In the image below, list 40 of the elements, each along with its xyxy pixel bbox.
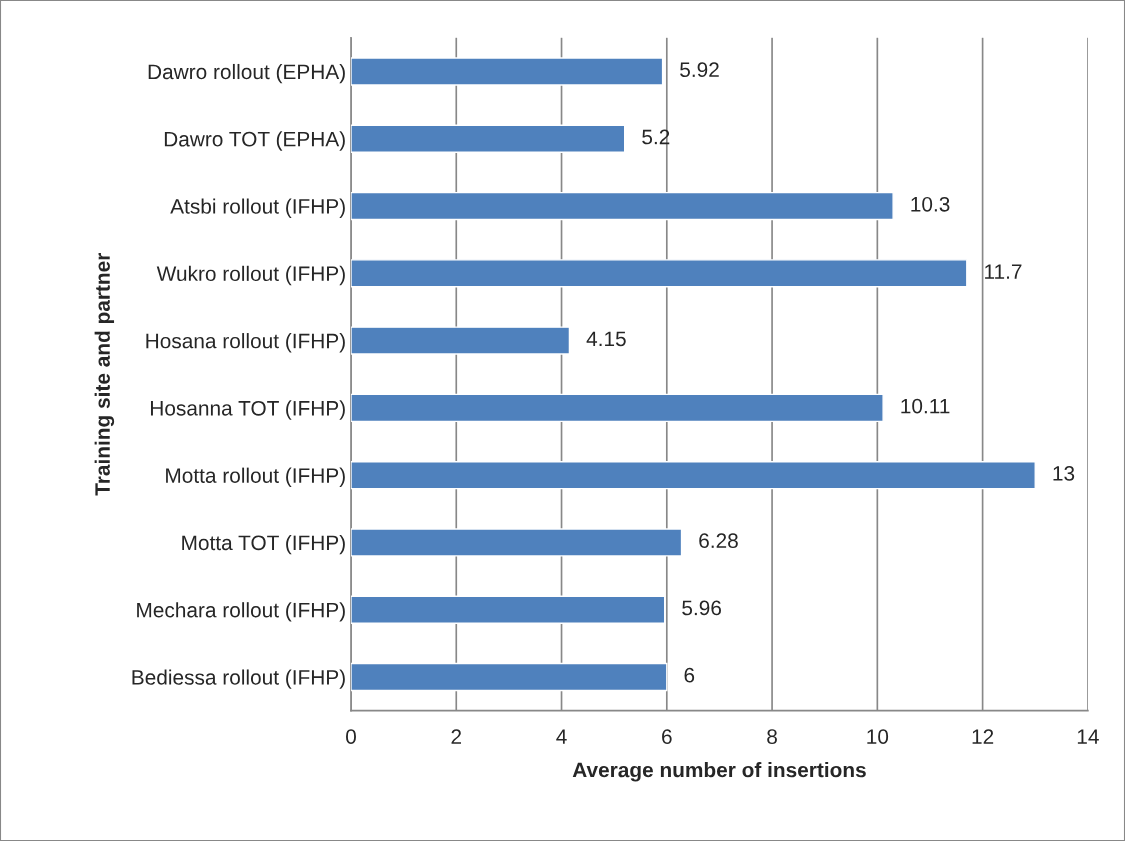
x-tick-label: 0 — [346, 729, 356, 744]
bar — [351, 259, 968, 288]
data-label: 5.96 — [682, 600, 721, 616]
y-tick-label: Bediessa rollout (IFHP) — [132, 669, 345, 689]
y-tick-label: Wukro rollout (IFHP) — [156, 265, 345, 286]
y-tick-label: Hosanna TOT (IFHP) — [151, 400, 345, 420]
y-axis-title: Training site and partner — [94, 253, 115, 496]
bar — [351, 124, 626, 153]
x-tick-label: 12 — [972, 729, 994, 744]
bar — [351, 461, 1036, 490]
data-label: 6.28 — [699, 533, 738, 549]
data-label: 4.15 — [586, 331, 626, 347]
x-tick-label: 4 — [556, 729, 567, 744]
data-label: 10.3 — [911, 196, 950, 212]
x-tick-label: 10 — [867, 729, 889, 744]
y-tick-label: Mechara rollout (IFHP) — [137, 602, 345, 622]
bar — [351, 662, 668, 692]
bar — [351, 528, 683, 557]
bar — [351, 57, 664, 86]
x-tick-label: 6 — [662, 729, 672, 744]
y-tick-label: Hosana rollout (IFHP) — [146, 333, 345, 353]
data-label: 5.2 — [642, 129, 670, 145]
x-tick-label: 14 — [1077, 729, 1099, 744]
data-label: 10.11 — [901, 398, 950, 414]
y-tick-label: Dawro TOT (EPHA) — [164, 131, 345, 151]
bar — [351, 393, 884, 423]
data-label: 11.7 — [985, 264, 1022, 279]
y-tick-label: Atsbi rollout (IFHP) — [170, 198, 345, 218]
data-label: 6 — [684, 667, 695, 683]
y-tick-label: Motta rollout (IFHP) — [166, 467, 345, 488]
bar — [351, 326, 571, 355]
y-tick-label: Dawro rollout (EPHA) — [148, 63, 345, 84]
bar — [351, 191, 894, 221]
data-label: 13 — [1053, 466, 1075, 481]
x-tick-label: 2 — [451, 729, 462, 744]
data-label: 5.92 — [680, 62, 719, 78]
x-tick-label: 8 — [767, 729, 777, 744]
x-axis-title: Average number of insertions — [572, 762, 866, 782]
bar — [351, 595, 666, 624]
y-tick-label: Motta TOT (IFHP) — [182, 534, 345, 555]
